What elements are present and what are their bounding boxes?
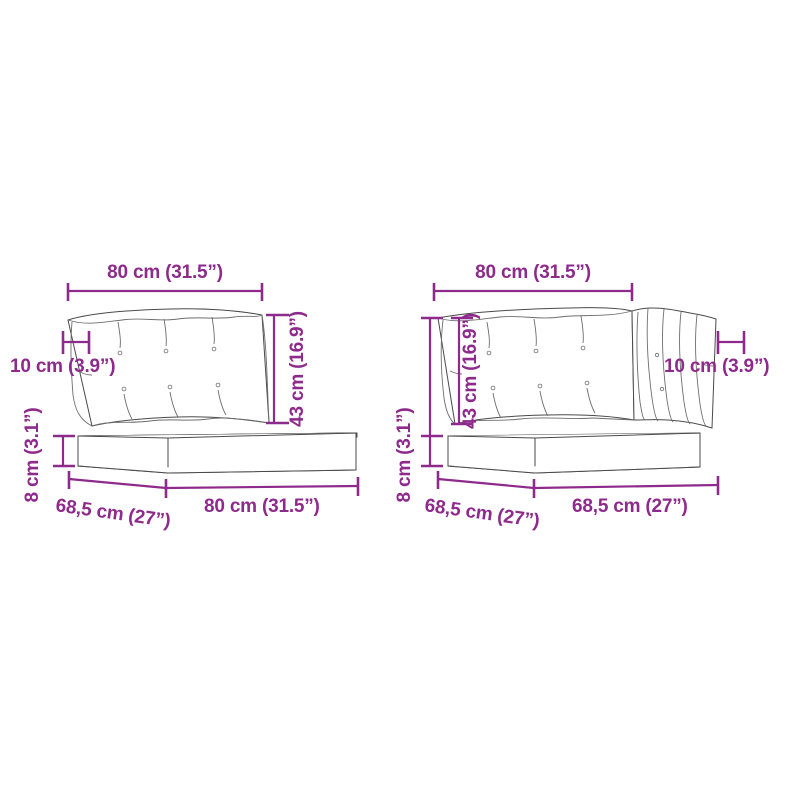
dimension-back-thickness-corner: 10 cm (3.9”) [664, 331, 770, 377]
tuft-seam [533, 318, 537, 347]
flute-seam [679, 311, 691, 425]
back-cushion-rear-bottom-seam [454, 417, 635, 425]
flute-seam [695, 314, 707, 427]
tuft-button [215, 382, 221, 388]
tuft-button [659, 386, 665, 392]
dimension-back-width-corner: 80 cm (31.5”) [432, 262, 634, 301]
dimension-label-back-thickness: 10 cm (3.9”) [664, 356, 769, 377]
tuft-seam [580, 315, 584, 344]
tuft-seam [449, 370, 463, 375]
back-cushion-top-seam [67, 314, 263, 324]
tuft-seam [702, 363, 714, 367]
dimension-back-height-middle: 43 cm (16.9”) [266, 311, 308, 427]
flute-seam [636, 311, 646, 421]
tuft-seam [492, 392, 502, 419]
dimension-seat-thickness-corner: 8 cm (3.1”) [394, 316, 443, 503]
dimension-label-back-width: 80 cm (31.5”) [475, 262, 591, 283]
tuft-seam [169, 391, 179, 418]
dimension-line [165, 484, 359, 490]
diagram-middle-module: 80 cm (31.5”) 43 cm (16.9”) 10 cm (3.9”)… [10, 262, 360, 532]
back-cushion-corner-side [631, 307, 717, 429]
tuft-seam [163, 318, 167, 347]
dimension-back-width-middle: 80 cm (31.5”) [66, 262, 264, 301]
seat-cushion-middle [77, 432, 358, 474]
tuft-seam [123, 393, 133, 420]
dimension-line [437, 477, 535, 490]
tuft-button [580, 345, 586, 351]
dimension-label-seat-width: 68,5 cm (27”) [572, 496, 688, 517]
tuft-seam [539, 390, 549, 417]
tuft-button [121, 386, 127, 392]
dimension-label-back-width: 80 cm (31.5”) [107, 262, 223, 283]
dimension-label-seat-width: 80 cm (31.5”) [204, 496, 320, 517]
back-cushion-side-body [631, 307, 717, 429]
tuft-seam [217, 389, 227, 416]
tuft-seam [586, 387, 596, 414]
tuft-button [654, 352, 660, 358]
dimension-back-thickness-middle: 10 cm (3.9”) [10, 331, 116, 377]
tuft-seam [117, 321, 121, 349]
tuft-seam [486, 321, 490, 349]
dimension-seat-width-corner: 68,5 cm (27”) [533, 476, 720, 517]
tuft-button [167, 384, 173, 390]
tuft-button [537, 383, 543, 389]
tuft-button [533, 348, 539, 354]
dimension-label-seat-thickness: 8 cm (3.1”) [394, 408, 415, 503]
tuft-button [584, 380, 590, 386]
flute-seam [662, 308, 674, 423]
back-cushion-bottom-seam [91, 417, 270, 427]
dimension-seat-width-middle: 80 cm (31.5”) [165, 477, 360, 517]
dimension-back-height-corner: 43 cm (16.9”) [451, 313, 481, 429]
back-cushion-rear-left-edge [440, 319, 456, 425]
tuft-button [163, 348, 169, 354]
tuft-button [490, 385, 496, 391]
dimension-label-back-thickness: 10 cm (3.9”) [10, 356, 115, 377]
dimension-seat-thickness-middle: 8 cm (3.1”) [22, 408, 75, 503]
back-cushion-middle [67, 308, 270, 427]
back-cushion-rear-top-seam [437, 310, 633, 322]
seat-cushion-bottom-edge [447, 465, 701, 474]
flute-seam [646, 307, 659, 422]
tuft-button [211, 346, 217, 352]
dimension-line [533, 483, 719, 490]
back-cushion-corner-rear [437, 307, 635, 425]
dimension-line [68, 477, 167, 490]
back-cushion-right-edge [261, 314, 270, 424]
dimension-label-back-height: 43 cm (16.9”) [460, 313, 481, 429]
dimension-label-back-height: 43 cm (16.9”) [287, 311, 308, 427]
seat-cushion-bottom-edge [77, 465, 357, 474]
tuft-seam [79, 371, 93, 376]
tuft-seam [211, 316, 215, 345]
seat-cushion-corner [447, 432, 701, 474]
tuft-button [117, 350, 123, 356]
tuft-button [486, 350, 492, 356]
dimension-label-seat-thickness: 8 cm (3.1”) [22, 408, 43, 503]
back-cushion-body [67, 308, 270, 427]
